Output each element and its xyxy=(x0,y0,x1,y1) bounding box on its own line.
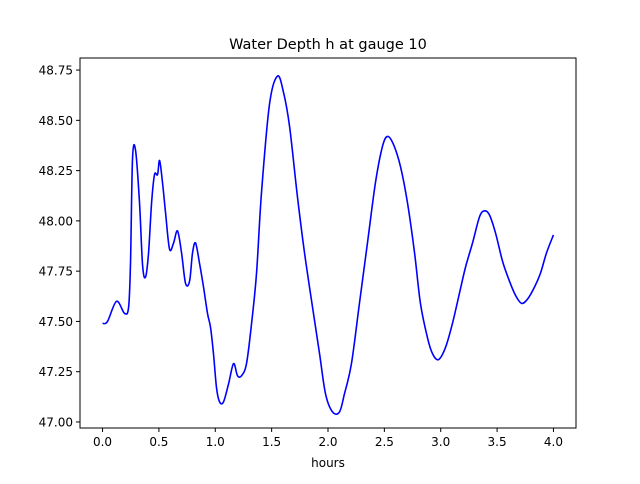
chart-title: Water Depth h at gauge 10 xyxy=(229,37,427,53)
series-line-h xyxy=(102,75,555,415)
y-tick-label: 47.75 xyxy=(39,265,73,279)
x-tick-label: 3.5 xyxy=(488,435,507,449)
x-tick-label: 2.5 xyxy=(375,435,394,449)
y-tick-label: 48.50 xyxy=(39,114,73,128)
x-tick-label: 1.0 xyxy=(206,435,225,449)
x-axis-label: hours xyxy=(311,456,345,470)
x-axis: 0.0 0.5 1.0 1.5 2.0 2.5 3.0 3.5 4.0 xyxy=(93,428,563,449)
plot-lines xyxy=(102,75,555,415)
x-tick-label: 0.0 xyxy=(93,435,112,449)
y-tick-label: 47.00 xyxy=(39,415,73,429)
y-tick-label: 48.25 xyxy=(39,164,73,178)
axes-frame xyxy=(79,57,577,429)
y-tick-label: 48.00 xyxy=(39,214,73,228)
x-tick-label: 3.0 xyxy=(431,435,450,449)
y-tick-label: 47.25 xyxy=(39,365,73,379)
y-tick-label: 47.50 xyxy=(39,315,73,329)
x-tick-label: 4.0 xyxy=(544,435,563,449)
y-axis: 47.00 47.25 47.50 47.75 48.00 48.25 48.50 48.75 xyxy=(39,64,80,429)
x-tick-label: 2.0 xyxy=(318,435,337,449)
x-tick-label: 1.5 xyxy=(262,435,281,449)
y-tick-label: 48.75 xyxy=(39,64,73,78)
x-tick-label: 0.5 xyxy=(149,435,168,449)
